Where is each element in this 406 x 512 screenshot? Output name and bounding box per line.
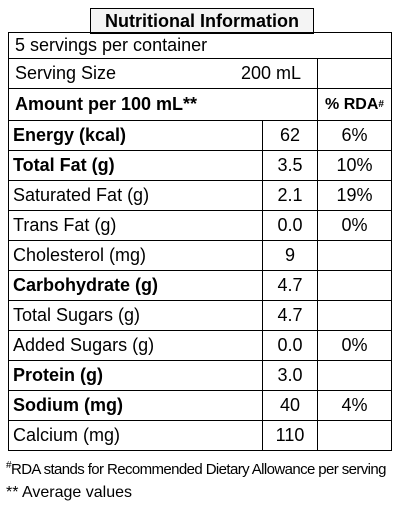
nutrient-name: Carbohydrate (g): [8, 270, 263, 301]
header-amount: Amount per 100 mL**: [8, 88, 318, 121]
footnote-text: RDA stands for Recommended Dietary Allow…: [10, 461, 387, 478]
nutrient-name: Cholesterol (mg): [8, 240, 263, 271]
empty-cell: [317, 58, 392, 89]
serving-size-label: Serving Size: [15, 63, 117, 83]
title: Nutritional Information: [90, 8, 314, 34]
nutrient-rda: 6%: [317, 120, 392, 151]
nutrient-rda: [317, 360, 392, 391]
nutrient-amount: 62: [262, 120, 318, 151]
rda-mark: #: [378, 99, 384, 110]
servings: 5 servings per container: [8, 32, 392, 59]
nutrient-amount: 0.0: [262, 330, 318, 361]
nutrient-rda: 10%: [317, 150, 392, 181]
nutrient-name: Protein (g): [8, 360, 263, 391]
nutrient-rda: 4%: [317, 390, 392, 421]
nutrient-name: Saturated Fat (g): [8, 180, 263, 211]
nutrient-amount: 9: [262, 240, 318, 271]
nutrient-amount: 3.5: [262, 150, 318, 181]
serving-size-value: 200 mL: [240, 63, 301, 83]
nutrient-amount: 40: [262, 390, 318, 421]
header-rda: % RDA #: [317, 88, 392, 121]
nutrient-name: Trans Fat (g): [8, 210, 263, 241]
footnote-mark: #: [6, 460, 12, 471]
nutrient-name: Energy (kcal): [8, 120, 263, 151]
nutrient-rda: [317, 270, 392, 301]
nutrient-name: Calcium (mg): [8, 420, 263, 451]
nutrient-rda: [317, 240, 392, 271]
nutrient-rda: [317, 300, 392, 331]
nutrient-rda: 0%: [317, 330, 392, 361]
nutrient-rda: 0%: [317, 210, 392, 241]
nutrient-amount: 0.0: [262, 210, 318, 241]
nutrient-name: Total Sugars (g): [8, 300, 263, 331]
nutrient-name: Added Sugars (g): [8, 330, 263, 361]
nutrient-amount: 110: [262, 420, 318, 451]
footnote-average: ** Average values: [6, 484, 133, 501]
nutrient-rda: [317, 420, 392, 451]
nutrient-amount: 4.7: [262, 300, 318, 331]
nutrient-amount: 2.1: [262, 180, 318, 211]
rda-label: % RDA: [325, 95, 379, 113]
serving-size-row: Serving Size 200 mL: [8, 58, 318, 89]
nutrient-name: Sodium (mg): [8, 390, 263, 421]
nutrient-amount: 3.0: [262, 360, 318, 391]
nutrient-amount: 4.7: [262, 270, 318, 301]
footnote-rda: #RDA stands for Recommended Dietary Allo…: [6, 460, 387, 478]
nutrient-name: Total Fat (g): [8, 150, 263, 181]
nutrient-rda: 19%: [317, 180, 392, 211]
